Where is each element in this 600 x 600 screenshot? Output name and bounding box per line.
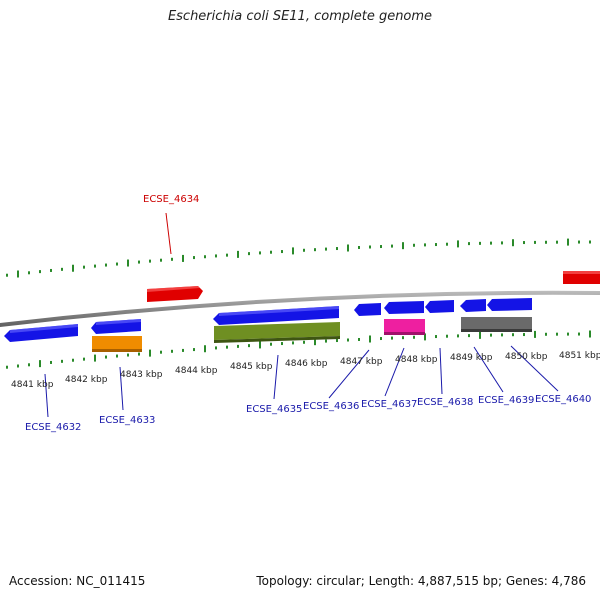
cds-right-edge[interactable] bbox=[563, 271, 600, 284]
cds-ecse-4635[interactable] bbox=[213, 306, 339, 325]
axis-label: 4849 kbp bbox=[450, 353, 493, 363]
gene-label-ecse-4639[interactable]: ECSE_4639 bbox=[478, 395, 534, 406]
gene-label-ecse-4632[interactable]: ECSE_4632 bbox=[25, 422, 81, 433]
feature-orange[interactable] bbox=[92, 336, 142, 352]
cds-ecse-4633[interactable] bbox=[91, 319, 141, 334]
gene-label-ecse-4640[interactable]: ECSE_4640 bbox=[535, 394, 591, 405]
axis-label: 4842 kbp bbox=[65, 375, 108, 385]
feature-olive[interactable] bbox=[214, 322, 340, 343]
axis-label: 4846 kbp bbox=[285, 359, 328, 369]
label-connectors bbox=[44, 212, 559, 418]
secondary-features bbox=[92, 317, 532, 352]
gene-label-ecse-4633[interactable]: ECSE_4633 bbox=[99, 415, 155, 426]
gene-labels: ECSE_4634 ECSE_4632 ECSE_4633 ECSE_4635 … bbox=[25, 194, 591, 433]
axis-label: 4851 kbp bbox=[559, 351, 600, 361]
axis-label: 4845 kbp bbox=[230, 362, 273, 372]
gene-label-ecse-4634[interactable]: ECSE_4634 bbox=[143, 194, 199, 205]
axis-label: 4848 kbp bbox=[395, 355, 438, 365]
accession-text: Accession: NC_011415 bbox=[9, 574, 146, 588]
feature-magenta[interactable] bbox=[384, 319, 425, 335]
gene-label-ecse-4638[interactable]: ECSE_4638 bbox=[417, 397, 473, 408]
top-tick-marks bbox=[6, 238, 591, 278]
cds-ecse-4634[interactable] bbox=[147, 286, 203, 302]
map-title: Escherichia coli SE11, complete genome bbox=[167, 9, 433, 24]
cds-ecse-4639[interactable] bbox=[460, 299, 486, 312]
axis-labels: 4841 kbp 4842 kbp 4843 kbp 4844 kbp 4845… bbox=[11, 351, 600, 390]
cds-ecse-4637[interactable] bbox=[384, 301, 424, 314]
axis-label: 4850 kbp bbox=[505, 352, 548, 362]
axis-label: 4843 kbp bbox=[120, 370, 163, 380]
cds-ecse-4640[interactable] bbox=[487, 298, 532, 311]
forward-strand-features bbox=[147, 271, 600, 302]
cds-ecse-4636[interactable] bbox=[354, 303, 381, 316]
bottom-tick-marks bbox=[6, 330, 591, 369]
gene-label-ecse-4635[interactable]: ECSE_4635 bbox=[246, 404, 302, 415]
gene-label-ecse-4637[interactable]: ECSE_4637 bbox=[361, 399, 417, 410]
axis-label: 4847 kbp bbox=[340, 357, 383, 367]
axis-label: 4844 kbp bbox=[175, 366, 218, 376]
cds-ecse-4638[interactable] bbox=[425, 300, 454, 313]
reverse-strand-features bbox=[4, 298, 532, 342]
gene-label-ecse-4636[interactable]: ECSE_4636 bbox=[303, 401, 359, 412]
genome-backbone bbox=[0, 290, 600, 327]
cds-ecse-4632[interactable] bbox=[4, 324, 78, 342]
axis-label: 4841 kbp bbox=[11, 380, 54, 390]
feature-gray[interactable] bbox=[461, 317, 532, 332]
genome-summary-text: Topology: circular; Length: 4,887,515 bp… bbox=[256, 574, 586, 588]
